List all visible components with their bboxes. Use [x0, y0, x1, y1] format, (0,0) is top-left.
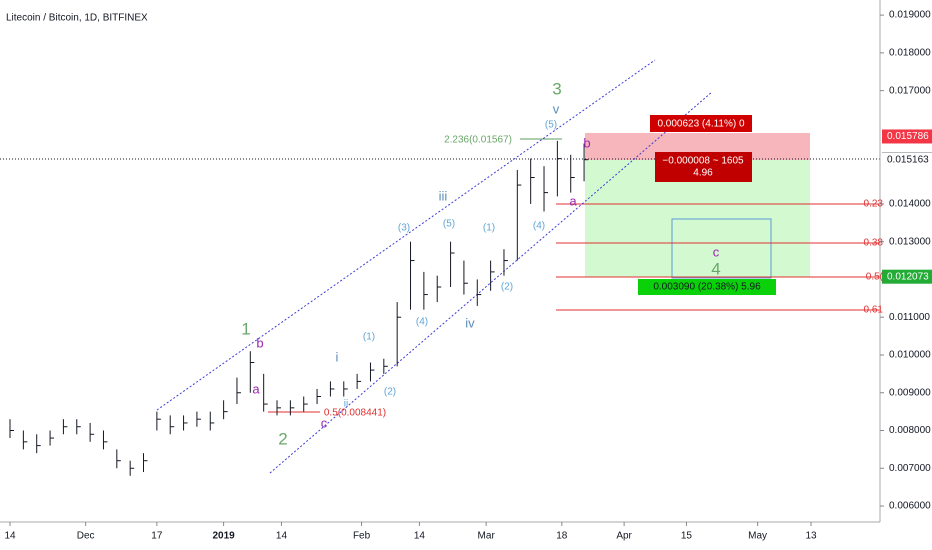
chart-title: Litecoin / Bitcoin, 1D, BITFINEX — [6, 13, 148, 24]
price-marker — [882, 153, 932, 168]
annotation: a — [569, 193, 577, 208]
label-box — [655, 152, 752, 182]
annotation: (2) — [384, 387, 396, 398]
y-tick-label: 0.011000 — [889, 312, 930, 323]
annotation: (1) — [483, 223, 495, 234]
annotation: v — [553, 101, 560, 116]
price-marker-label: 0.015786 — [887, 131, 929, 142]
x-tick-label: 15 — [681, 531, 693, 542]
annotation: 0.23 — [864, 199, 884, 210]
x-tick-label: 2019 — [212, 531, 235, 542]
x-tick-label: Dec — [77, 531, 95, 542]
x-tick-label: 18 — [556, 531, 568, 542]
annotation: 0.5(0.008441) — [324, 408, 386, 419]
price-marker-label: 0.012073 — [887, 271, 929, 282]
x-tick-label: Mar — [478, 531, 496, 542]
x-tick-label: 14 — [4, 531, 16, 542]
y-tick-label: 0.018000 — [889, 48, 931, 59]
x-tick-label: 14 — [414, 531, 426, 542]
annotation: 0.61 — [864, 305, 884, 316]
annotation: 4 — [711, 259, 720, 278]
annotation: (3) — [398, 223, 410, 234]
channel-line — [269, 91, 713, 474]
price-marker-label: 0.015163 — [887, 155, 929, 166]
y-tick-label: 0.013000 — [889, 236, 931, 247]
position-label: −0.000008 ~ 1605 — [662, 156, 744, 167]
y-tick-label: 0.010000 — [889, 350, 931, 361]
annotation: 1 — [241, 319, 250, 338]
annotation: (1) — [363, 332, 375, 343]
channel-line — [156, 59, 656, 411]
annotation: ii — [344, 399, 348, 410]
x-tick-label: 17 — [151, 531, 163, 542]
annotation: b — [583, 135, 590, 150]
annotation: (4) — [533, 221, 545, 232]
y-tick-label: 0.006000 — [889, 501, 931, 512]
label-box — [650, 115, 752, 132]
annotation: 2 — [278, 429, 287, 448]
annotation: i — [336, 349, 339, 364]
price-marker — [882, 129, 932, 144]
annotation: b — [256, 335, 263, 350]
annotation: c — [713, 244, 720, 259]
annotation: (2) — [501, 282, 513, 293]
annotation: (5) — [443, 219, 455, 230]
x-tick-label: Feb — [353, 531, 371, 542]
y-tick-label: 0.019000 — [889, 10, 931, 21]
y-tick-label: 0.014000 — [889, 199, 931, 210]
position-label: 0.003090 (20.38%) 5.96 — [653, 282, 761, 293]
y-tick-label: 0.009000 — [889, 387, 931, 398]
x-tick-label: Apr — [616, 531, 632, 542]
annotation: c — [321, 415, 328, 430]
annotation: 0.38 — [864, 238, 884, 249]
x-tick-label: 14 — [276, 531, 288, 542]
annotation: 2.236(0.01567) — [444, 135, 512, 146]
y-tick-label: 0.017000 — [889, 85, 931, 96]
position-label: 4.96 — [693, 168, 713, 179]
x-tick-label: May — [748, 531, 767, 542]
annotation: iv — [465, 315, 475, 330]
label-box — [638, 279, 776, 295]
annotation: iii — [439, 188, 448, 203]
position-label: 0.000623 (4.11%) 0 — [657, 119, 745, 130]
y-tick-label: 0.007000 — [889, 463, 931, 474]
annotation: 0.5( — [866, 272, 884, 283]
x-tick-label: 13 — [805, 531, 817, 542]
annotation: (4) — [416, 317, 428, 328]
box — [671, 218, 772, 279]
annotation: a — [252, 381, 260, 396]
annotation: (5) — [545, 120, 557, 131]
price-marker — [882, 269, 932, 284]
annotation: 3 — [552, 79, 561, 98]
y-tick-label: 0.008000 — [889, 425, 931, 436]
